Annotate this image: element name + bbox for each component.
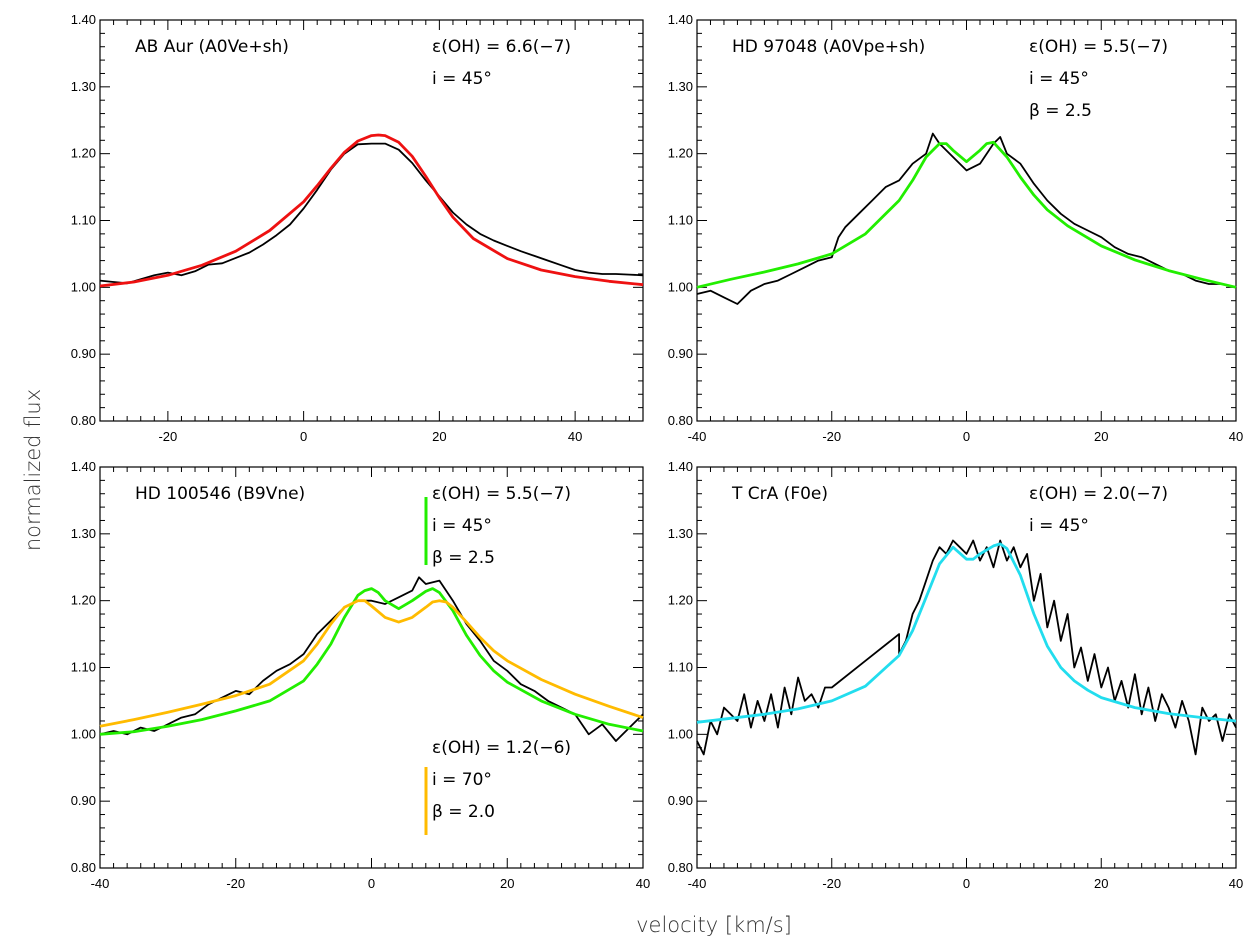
y-tick-label: 1.00 [71,726,96,741]
y-tick-label: 1.40 [668,12,693,27]
model-profile-line [99,587,644,736]
y-tick-label: 1.20 [668,593,693,608]
plot-frame [99,466,644,869]
observed-spectrum-line [99,576,644,742]
y-tick-label: 1.40 [668,459,693,474]
x-tick-label: 40 [568,429,582,444]
model-parameter-label: i = 70° [432,770,492,790]
y-axis-title: normalized flux [21,389,45,551]
y-tick-label: 0.80 [71,413,96,428]
x-tick-label: 40 [1229,429,1243,444]
x-tick-label: -20 [158,429,177,444]
star-label: HD 100546 (B9Vne) [135,484,305,504]
x-tick-label: 0 [963,429,970,444]
x-tick-label: -20 [226,876,245,891]
model-parameter-label: ε(OH) = 5.5(−7) [1029,37,1168,57]
observed-spectrum-line [99,142,644,285]
x-tick-label: 0 [300,429,307,444]
x-axis-title: velocity [km/s] [636,913,792,937]
model-parameter-label: i = 45° [1029,69,1089,89]
star-label: T CrA (F0e) [731,484,828,504]
y-tick-label: 1.40 [71,12,96,27]
model-profile-line [696,542,1237,724]
panels: 0.80 0.90 1.00 1.10 1.20 1.30 1.40 -20 0 20 40 AB A… [71,12,1244,891]
x-tick-label: -40 [688,429,707,444]
model-parameter-label: β = 2.5 [432,548,495,568]
y-tick-label: 0.90 [668,793,693,808]
y-tick-label: 1.00 [71,279,96,294]
y-tick-label: 0.80 [71,860,96,875]
y-tick-label: 0.90 [71,346,96,361]
y-tick-label: 1.30 [71,79,96,94]
model-parameter-label: i = 45° [432,69,492,89]
y-tick-label: 1.10 [71,660,96,675]
x-tick-label: 20 [1094,429,1108,444]
x-tick-label: -40 [688,876,707,891]
y-tick-label: 1.00 [668,279,693,294]
x-tick-label: 40 [1229,876,1243,891]
y-tick-label: 1.30 [668,79,693,94]
x-tick-label: -20 [822,429,841,444]
y-tick-label: 1.10 [668,660,693,675]
observed-spectrum-line [696,132,1237,305]
model-parameter-label: ε(OH) = 5.5(−7) [432,484,571,504]
plot-frame [696,466,1237,869]
plot-frame [696,19,1237,422]
chart-panel-panel-hd100546: 0.80 0.90 1.00 1.10 1.20 1.30 1.40 -40 -20 0 20 40 H… [71,459,651,891]
chart-panel-panel-tcra: 0.80 0.90 1.00 1.10 1.20 1.30 1.40 -40 -20 0 20 40 T… [668,459,1244,891]
y-tick-label: 1.10 [71,213,96,228]
model-parameter-label: ε(OH) = 1.2(−6) [432,738,571,758]
model-parameter-label: i = 45° [1029,516,1089,536]
y-tick-label: 0.90 [668,346,693,361]
y-tick-label: 1.30 [71,526,96,541]
x-tick-label: 20 [1094,876,1108,891]
star-label: AB Aur (A0Ve+sh) [135,37,289,57]
x-tick-label: 0 [368,876,375,891]
model-parameter-label: β = 2.0 [432,802,495,822]
y-tick-label: 0.80 [668,413,693,428]
y-tick-label: 1.10 [668,213,693,228]
model-parameter-label: β = 2.5 [1029,101,1092,121]
y-tick-label: 1.30 [668,526,693,541]
x-tick-label: 40 [636,876,650,891]
model-parameter-label: ε(OH) = 2.0(−7) [1029,484,1168,504]
y-tick-label: 1.20 [71,593,96,608]
chart-panel-panel-ab-aur: 0.80 0.90 1.00 1.10 1.20 1.30 1.40 -20 0 20 40 AB A… [71,12,644,444]
y-tick-label: 1.20 [668,146,693,161]
x-tick-label: -40 [91,876,110,891]
x-tick-label: 0 [963,876,970,891]
y-tick-label: 0.90 [71,793,96,808]
model-profile-line [696,140,1237,289]
star-label: HD 97048 (A0Vpe+sh) [732,37,925,57]
x-tick-label: 20 [500,876,514,891]
y-tick-label: 1.40 [71,459,96,474]
model-parameter-label: i = 45° [432,516,492,536]
model-parameter-label: ε(OH) = 6.6(−7) [432,37,571,57]
model-profile-line [99,599,644,728]
observed-spectrum-line [696,539,1237,756]
y-tick-label: 1.20 [71,146,96,161]
chart-panel-panel-hd97048: 0.80 0.90 1.00 1.10 1.20 1.30 1.40 -40 -20 0 20 40 H… [668,12,1244,444]
x-tick-label: 20 [432,429,446,444]
plot-frame [99,19,644,422]
model-profile-line [99,133,644,288]
y-tick-label: 1.00 [668,726,693,741]
y-tick-label: 0.80 [668,860,693,875]
x-tick-label: -20 [822,876,841,891]
